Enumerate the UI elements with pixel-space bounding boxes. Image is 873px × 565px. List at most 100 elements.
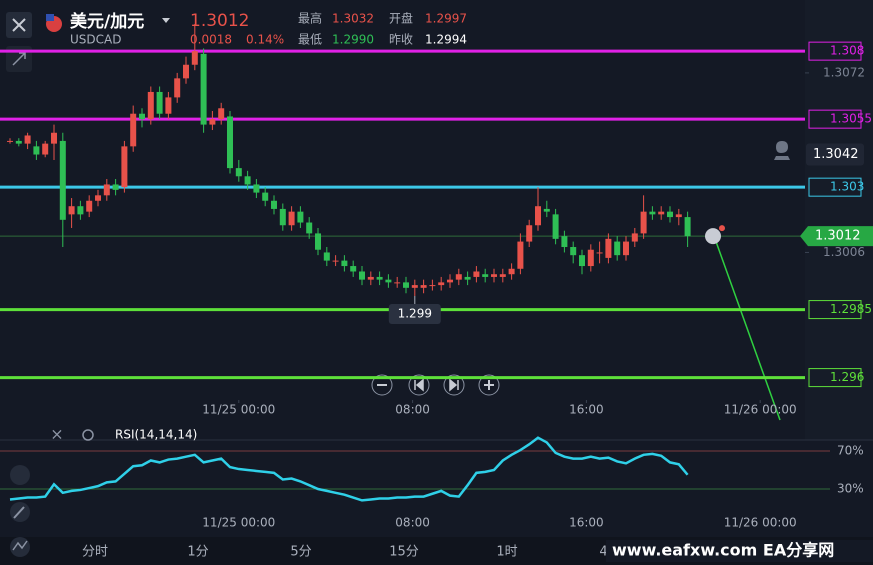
tool-button[interactable] xyxy=(10,537,30,557)
rsi-tick-label: 30% xyxy=(837,482,864,496)
rsi-title: RSI(14,14,14) xyxy=(115,428,197,442)
candle-body xyxy=(411,285,418,288)
expand-icon xyxy=(12,52,26,66)
candle-body xyxy=(596,252,603,254)
info-icon xyxy=(705,228,721,245)
pair-name[interactable]: 美元/加元 xyxy=(70,11,144,32)
price-line-label: 1.296 xyxy=(830,370,864,384)
candle-body xyxy=(218,108,225,120)
candle-body xyxy=(297,211,304,223)
flag-icon xyxy=(46,14,54,21)
candle-body xyxy=(165,97,172,114)
price-axis-bg xyxy=(805,0,873,440)
candle-body xyxy=(15,140,22,144)
rsi-close[interactable]: × xyxy=(50,425,63,444)
zoom-in-button[interactable] xyxy=(478,374,500,396)
candle-body xyxy=(367,276,374,280)
line-icon xyxy=(12,540,28,551)
stat-value: 1.2997 xyxy=(425,12,467,26)
symbol: USDCAD xyxy=(70,33,121,47)
candle-body xyxy=(543,208,550,212)
change-pct: 0.14% xyxy=(246,33,284,47)
bell-icon[interactable] xyxy=(774,141,790,160)
candle-body xyxy=(209,119,216,125)
price-line-label: 1.3055 xyxy=(830,112,872,126)
timeframe-tab[interactable]: 5分 xyxy=(290,545,311,560)
candle-body xyxy=(350,266,357,272)
candle-body xyxy=(587,249,594,267)
candle-body xyxy=(464,276,471,280)
timeframe-tab[interactable]: 分时 xyxy=(82,545,108,560)
low-marker-label: 1.299 xyxy=(398,306,432,320)
candle-body xyxy=(95,195,101,201)
candle-body xyxy=(631,233,638,242)
candle-body xyxy=(33,146,40,155)
nav-buttons xyxy=(371,374,500,396)
candle-body xyxy=(341,260,348,267)
candle-body xyxy=(649,211,656,215)
first-button[interactable] xyxy=(408,374,430,396)
candle-body xyxy=(235,168,242,177)
stat-value: 1.3032 xyxy=(332,12,374,26)
candle-body xyxy=(191,51,198,65)
trend-line xyxy=(713,235,781,421)
timeframe-tab[interactable]: 15分 xyxy=(389,545,419,560)
candle-body xyxy=(200,53,207,125)
candle-body xyxy=(420,285,427,288)
candle-body xyxy=(491,274,497,277)
watermark-bg xyxy=(606,540,873,562)
x-tick-label: 08:00 xyxy=(395,516,430,530)
candle-body xyxy=(623,241,629,256)
candle-body xyxy=(332,260,339,262)
candle-body xyxy=(7,140,13,142)
candle-body xyxy=(403,282,409,288)
candle-body xyxy=(640,211,647,234)
timeframe-tab[interactable]: 1分 xyxy=(187,545,208,560)
zoom-out-button[interactable] xyxy=(371,374,393,396)
dropdown-caret[interactable] xyxy=(162,18,170,23)
candle-body xyxy=(130,113,137,147)
x-tick-label: 16:00 xyxy=(569,403,604,417)
rsi-line xyxy=(9,436,689,502)
alert-label: 1.3042 xyxy=(813,147,859,162)
candle-body xyxy=(51,132,57,144)
candle-body xyxy=(59,140,66,220)
last-button[interactable] xyxy=(443,374,465,396)
candle-body xyxy=(667,211,673,218)
candle-body xyxy=(482,274,489,277)
candle-body xyxy=(447,279,453,283)
candle-body xyxy=(112,184,119,190)
y-tick-label: 1.3006 xyxy=(823,245,865,259)
candle-body xyxy=(552,214,559,239)
candle-body xyxy=(455,274,462,280)
candle-body xyxy=(429,285,436,287)
last-price-tag xyxy=(800,226,873,247)
low-marker-box xyxy=(388,303,441,324)
rsi-tick-label: 70% xyxy=(837,444,864,458)
price-line-box xyxy=(808,109,862,129)
timeframe-tab[interactable]: 1时 xyxy=(496,545,517,560)
candle-body xyxy=(517,241,524,269)
candle-body xyxy=(438,282,445,286)
tool-button[interactable] xyxy=(10,465,30,485)
candle-body xyxy=(376,276,383,280)
candle-body xyxy=(499,274,506,277)
candle-body xyxy=(508,268,515,275)
price-line-box xyxy=(808,41,862,61)
price: 1.3012 xyxy=(190,11,249,31)
stat-label: 开盘 xyxy=(389,11,413,26)
price-line-box xyxy=(808,368,862,388)
close-icon xyxy=(12,18,26,32)
candle-body xyxy=(139,113,145,120)
candle-body xyxy=(561,236,568,248)
candle-body xyxy=(473,271,480,277)
candle-body xyxy=(526,225,533,242)
first-icon xyxy=(414,378,424,392)
candle-body xyxy=(306,222,313,234)
rsi-settings[interactable] xyxy=(82,429,94,441)
alert-box xyxy=(806,143,864,166)
candle-body xyxy=(121,146,128,188)
last-icon xyxy=(449,378,459,392)
